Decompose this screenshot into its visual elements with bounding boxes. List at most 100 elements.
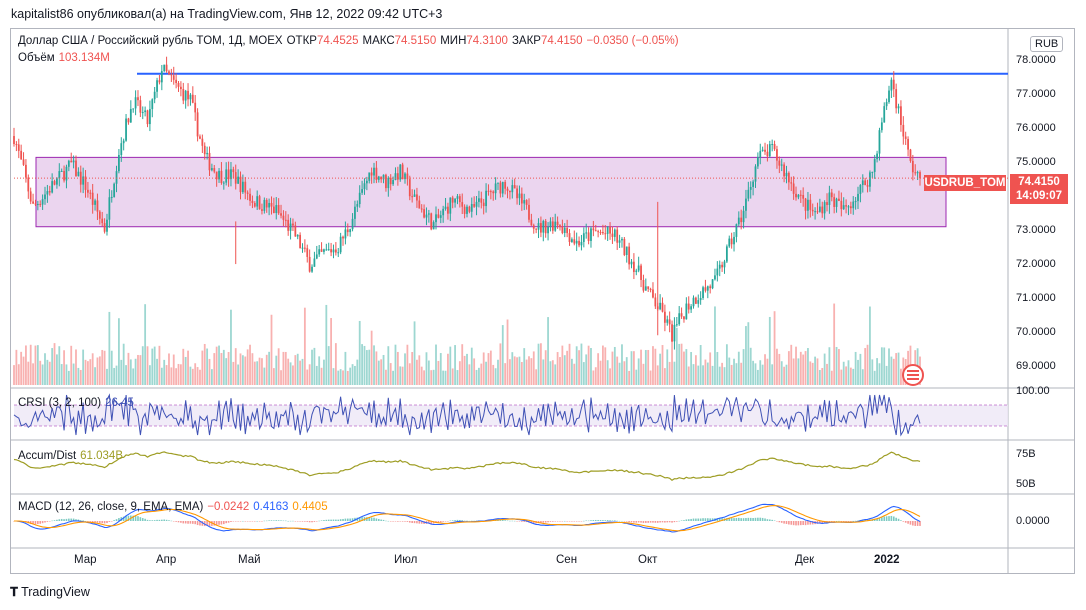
candle-body: [361, 189, 363, 193]
candle-body: [571, 239, 573, 242]
candle-body: [802, 195, 805, 199]
candle-body: [847, 206, 850, 208]
macd-histogram-bar: [721, 518, 723, 521]
volume-bar: [101, 349, 104, 385]
macd-histogram-bar: [411, 521, 413, 524]
volume-bar: [349, 367, 352, 385]
macd-histogram-bar: [761, 517, 764, 521]
macd-histogram-bar: [306, 521, 309, 522]
macd-histogram-bar: [48, 521, 51, 522]
volume-bar: [234, 348, 237, 385]
volume-bar: [189, 366, 192, 385]
candle-body: [358, 192, 361, 205]
volume-bar: [814, 356, 816, 385]
candle-body: [752, 181, 755, 187]
macd-histogram-bar: [690, 518, 692, 521]
candle-body: [621, 238, 623, 241]
ad-legend[interactable]: Accum/Dist 61.034B: [18, 450, 127, 462]
volume-bar: [551, 360, 554, 385]
volume-legend[interactable]: Объём 103.134M: [18, 52, 114, 64]
candle-body: [253, 202, 256, 207]
volume-bar: [84, 359, 87, 385]
candle-body: [308, 256, 311, 272]
macd-histogram-bar: [718, 518, 721, 521]
macd-histogram-bar: [418, 521, 421, 524]
macd-histogram-bar: [470, 520, 473, 522]
candle-body: [413, 194, 416, 197]
macd-histogram-bar: [335, 519, 337, 521]
price-tick: 77.0000: [1016, 88, 1056, 100]
macd-histogram-bar: [695, 518, 697, 521]
volume-bar: [115, 365, 118, 385]
macd-histogram-bar: [199, 521, 201, 526]
volume-bar: [644, 350, 647, 385]
volume-bar: [289, 362, 292, 385]
candle-body: [730, 238, 733, 245]
macd-histogram-bar: [892, 516, 895, 521]
volume-bar: [225, 358, 228, 385]
candle-body: [289, 223, 292, 231]
currency-tag[interactable]: RUB: [1030, 36, 1064, 52]
volume-bar: [44, 353, 46, 385]
candle-body: [399, 164, 402, 180]
volume-bar: [416, 359, 418, 385]
candle-body: [256, 196, 259, 207]
macd-histogram-bar: [218, 521, 220, 525]
candle-body: [306, 248, 309, 257]
macd-histogram-bar: [87, 521, 89, 522]
macd-histogram-bar: [532, 521, 535, 524]
volume-bar: [787, 351, 790, 385]
volume-bar: [571, 358, 573, 385]
candle-body: [742, 210, 745, 223]
candle-body: [578, 240, 580, 246]
macd-histogram-bar: [361, 517, 363, 521]
volume-bar: [466, 353, 468, 385]
crsi-band: [14, 405, 1008, 426]
ad-label: Accum/Dist: [18, 450, 77, 462]
candle-body: [807, 199, 809, 211]
accum-dist-line: [13, 451, 921, 482]
candle-body: [292, 223, 294, 226]
volume-bar: [816, 358, 819, 385]
main-legend[interactable]: Доллар США / Российский рубль TOM, 1Д, M…: [18, 35, 683, 47]
candle-body: [287, 219, 290, 231]
candle-body: [864, 180, 867, 186]
volume-bar: [714, 306, 716, 385]
candle-body: [683, 316, 685, 320]
footer-brand[interactable]: 𝐓 TradingView: [10, 585, 90, 600]
us-flag-icon[interactable]: [902, 364, 924, 386]
candle-body: [623, 238, 626, 255]
macd-histogram-bar: [339, 519, 342, 521]
macd-axis-tick: 0.0000: [1016, 515, 1050, 527]
volume-bar: [470, 347, 473, 385]
price-tick: 72.0000: [1016, 258, 1056, 270]
symbol-title[interactable]: Доллар США / Российский рубль TOM, 1Д, M…: [18, 35, 283, 47]
candle-body: [425, 214, 428, 218]
macd-histogram-bar: [647, 521, 649, 523]
crsi-legend[interactable]: CRSI (3, 2, 100) 26.45: [18, 397, 138, 409]
volume-bar: [423, 370, 425, 385]
macd-histogram-bar: [313, 521, 316, 522]
macd-histogram-bar: [559, 521, 561, 522]
macd-histogram-bar: [754, 517, 757, 521]
volume-bar: [177, 363, 180, 385]
macd-histogram-bar: [101, 521, 104, 524]
candle-body: [22, 159, 25, 165]
candle-body: [458, 196, 461, 203]
macd-legend[interactable]: MACD (12, 26, close, 9, EMA, EMA) −0.0242…: [18, 501, 332, 513]
macd-histogram-bar: [680, 520, 683, 521]
candle-body: [602, 232, 604, 234]
candle-body: [208, 152, 211, 171]
volume-bar: [869, 306, 871, 385]
candle-body: [764, 149, 766, 152]
macd-histogram-bar: [549, 521, 552, 522]
candle-body: [857, 193, 859, 202]
volume-bar: [745, 326, 747, 385]
macd-histogram-bar: [270, 520, 273, 521]
candle-body: [797, 194, 800, 198]
macd-histogram-bar: [447, 521, 449, 522]
macd-histogram-bar: [392, 521, 394, 522]
macd-histogram-bar: [671, 521, 673, 523]
volume-bar: [158, 345, 161, 385]
